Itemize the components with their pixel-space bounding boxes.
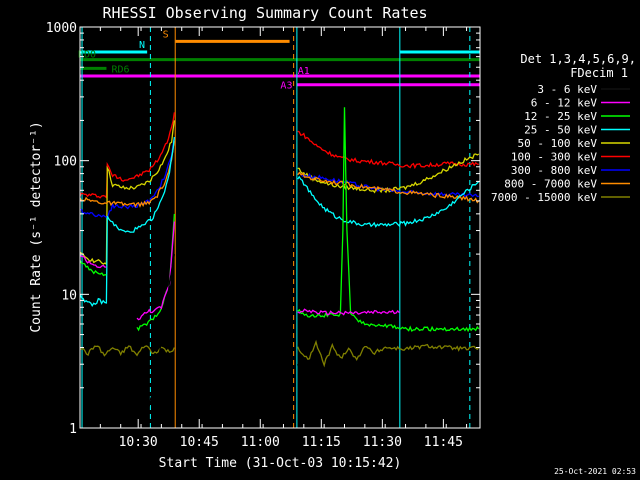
- legend-label: 25 - 50 keV: [524, 124, 597, 137]
- flag-label-rd6: RD6: [111, 64, 129, 75]
- series-line-100-300-kev-1: [297, 130, 479, 170]
- x-tick-label-10-30: 10:30: [119, 435, 158, 450]
- series-line-7000-15000-kev-0: [80, 345, 175, 357]
- series-line-6-12-kev-1: [136, 221, 176, 321]
- legend-entry-6-12-kev: 6 - 12 keV: [531, 97, 630, 110]
- series-100-300-kev: [80, 112, 479, 199]
- legend-entry-800-7000-kev: 800 - 7000 keV: [504, 178, 630, 191]
- legend-entry-3-6-kev: 3 - 6 keV: [537, 83, 630, 96]
- series-25-50-kev: [80, 137, 480, 307]
- legend-entry-50-100-kev: 50 - 100 keV: [518, 137, 630, 150]
- flag-label-s: S: [163, 29, 169, 40]
- legend-entry-12-25-kev: 12 - 25 keV: [524, 110, 630, 123]
- flag-label-a1: A1: [298, 66, 310, 77]
- legend-label: 3 - 6 keV: [537, 83, 597, 96]
- series-7000-15000-kev: [80, 339, 480, 368]
- observing-flags: S N RD0 RD6 A1 A3: [78, 29, 480, 92]
- series-line-300-800-kev-0: [80, 136, 176, 218]
- flag-label-a3: A3: [280, 81, 292, 92]
- y-tick-label-1000: 1000: [46, 21, 77, 36]
- flag-label-rd0: RD0: [78, 50, 96, 61]
- x-axis-label: Start Time (31-Oct-03 10:15:42): [159, 456, 402, 471]
- x-tick-label-10-45: 10:45: [180, 435, 219, 450]
- series-800-7000-kev: [80, 140, 480, 208]
- y-axis: 1 10 100 1000: [46, 21, 480, 437]
- legend-label: 800 - 7000 keV: [504, 178, 597, 191]
- x-tick-label-11-30: 11:30: [363, 435, 402, 450]
- x-axis: 10:30 10:45 11:00 11:15 11:30 11:45: [79, 27, 468, 450]
- legend-entry-100-300-kev: 100 - 300 keV: [511, 151, 630, 164]
- legend-label: 6 - 12 keV: [531, 97, 598, 110]
- x-tick-label-11-00: 11:00: [241, 435, 280, 450]
- series-line-6-12-kev-0: [80, 254, 107, 269]
- legend-entry-25-50-kev: 25 - 50 keV: [524, 124, 630, 137]
- series-line-12-25-kev-0: [80, 260, 107, 277]
- series-layer: [80, 107, 480, 407]
- legend-entry-300-800-kev: 300 - 800 keV: [511, 164, 630, 177]
- series-3-6-kev: [148, 253, 366, 407]
- legend-header-detectors: Det 1,3,4,5,6,9,: [520, 52, 636, 66]
- flag-label-n: N: [139, 40, 145, 51]
- y-tick-label-100: 100: [54, 155, 77, 170]
- series-line-7000-15000-kev-1: [297, 339, 480, 368]
- plot-frame: [79, 26, 481, 429]
- y-axis-label: Count Rate (s⁻¹ detector⁻¹): [29, 121, 44, 332]
- legend-entry-7000-15000-kev: 7000 - 15000 keV: [491, 191, 630, 204]
- legend-header-fdecim: FDecim 1: [570, 66, 628, 80]
- y-tick-label-10: 10: [61, 288, 77, 303]
- series-line-100-300-kev-0: [80, 112, 176, 199]
- generated-timestamp: 25-Oct-2021 02:53: [554, 467, 636, 476]
- legend-label: 300 - 800 keV: [511, 164, 597, 177]
- vertical-marker-lines: [81, 27, 471, 428]
- series-line-50-100-kev-0: [80, 120, 176, 266]
- series-line-25-50-kev-0: [80, 137, 176, 307]
- series-line-800-7000-kev-0: [80, 140, 176, 208]
- y-tick-label-1: 1: [69, 422, 77, 437]
- chart-title: RHESSI Observing Summary Count Rates: [102, 4, 427, 22]
- series-line-3-6-kev-1: [297, 363, 366, 406]
- legend-label: 50 - 100 keV: [518, 137, 598, 150]
- series-line-25-50-kev-1: [297, 175, 480, 228]
- series-line-3-6-kev-0: [148, 253, 176, 407]
- legend-label: 12 - 25 keV: [524, 110, 597, 123]
- series-line-6-12-kev-2: [297, 308, 400, 316]
- series-line-800-7000-kev-1: [297, 171, 480, 204]
- series-6-12-kev: [80, 221, 400, 321]
- x-tick-label-11-15: 11:15: [302, 435, 341, 450]
- legend-label: 100 - 300 keV: [511, 151, 597, 164]
- legend-label: 7000 - 15000 keV: [491, 191, 597, 204]
- x-tick-label-11-45: 11:45: [424, 435, 463, 450]
